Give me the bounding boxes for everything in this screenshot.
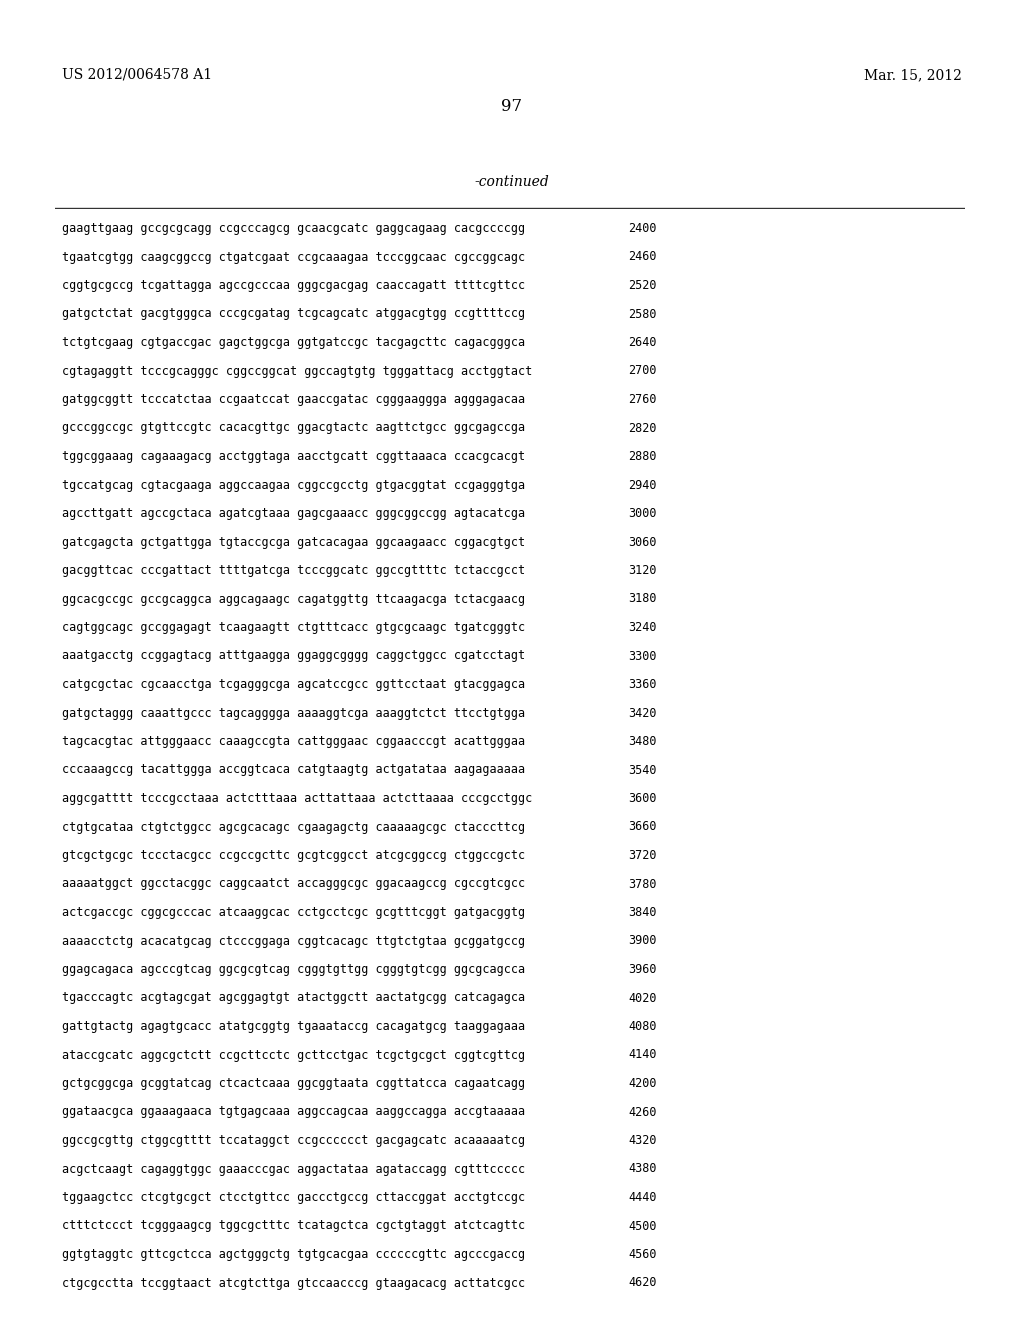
Text: 4200: 4200 xyxy=(628,1077,656,1090)
Text: gattgtactg agagtgcacc atatgcggtg tgaaataccg cacagatgcg taaggagaaa: gattgtactg agagtgcacc atatgcggtg tgaaata… xyxy=(62,1020,525,1034)
Text: 2700: 2700 xyxy=(628,364,656,378)
Text: ggccgcgttg ctggcgtttt tccataggct ccgcccccct gacgagcatc acaaaaatcg: ggccgcgttg ctggcgtttt tccataggct ccgcccc… xyxy=(62,1134,525,1147)
Text: Mar. 15, 2012: Mar. 15, 2012 xyxy=(864,69,962,82)
Text: ataccgcatc aggcgctctt ccgcttcctc gcttcctgac tcgctgcgct cggtcgttcg: ataccgcatc aggcgctctt ccgcttcctc gcttcct… xyxy=(62,1048,525,1061)
Text: tgacccagtc acgtagcgat agcggagtgt atactggctt aactatgcgg catcagagca: tgacccagtc acgtagcgat agcggagtgt atactgg… xyxy=(62,991,525,1005)
Text: aaaaatggct ggcctacggc caggcaatct accagggcgc ggacaagccg cgccgtcgcc: aaaaatggct ggcctacggc caggcaatct accaggg… xyxy=(62,878,525,891)
Text: 4320: 4320 xyxy=(628,1134,656,1147)
Text: 4080: 4080 xyxy=(628,1020,656,1034)
Text: 3300: 3300 xyxy=(628,649,656,663)
Text: 2940: 2940 xyxy=(628,479,656,491)
Text: 2640: 2640 xyxy=(628,337,656,348)
Text: aggcgatttt tcccgcctaaa actctttaaa acttattaaa actcttaaaa cccgcctggc: aggcgatttt tcccgcctaaa actctttaaa acttat… xyxy=(62,792,532,805)
Text: 97: 97 xyxy=(502,98,522,115)
Text: actcgaccgc cggcgcccac atcaaggcac cctgcctcgc gcgtttcggt gatgacggtg: actcgaccgc cggcgcccac atcaaggcac cctgcct… xyxy=(62,906,525,919)
Text: 2820: 2820 xyxy=(628,421,656,434)
Text: 3060: 3060 xyxy=(628,536,656,549)
Text: 2580: 2580 xyxy=(628,308,656,321)
Text: cggtgcgccg tcgattagga agccgcccaa gggcgacgag caaccagatt ttttcgttcc: cggtgcgccg tcgattagga agccgcccaa gggcgac… xyxy=(62,279,525,292)
Text: gtcgctgcgc tccctacgcc ccgccgcttc gcgtcggcct atcgcggccg ctggccgctc: gtcgctgcgc tccctacgcc ccgccgcttc gcgtcgg… xyxy=(62,849,525,862)
Text: gatggcggtt tcccatctaa ccgaatccat gaaccgatac cgggaaggga agggagacaa: gatggcggtt tcccatctaa ccgaatccat gaaccga… xyxy=(62,393,525,407)
Text: 3420: 3420 xyxy=(628,706,656,719)
Text: 3600: 3600 xyxy=(628,792,656,805)
Text: 3240: 3240 xyxy=(628,620,656,634)
Text: aaaacctctg acacatgcag ctcccggaga cggtcacagc ttgtctgtaa gcggatgccg: aaaacctctg acacatgcag ctcccggaga cggtcac… xyxy=(62,935,525,948)
Text: cagtggcagc gccggagagt tcaagaagtt ctgtttcacc gtgcgcaagc tgatcgggtc: cagtggcagc gccggagagt tcaagaagtt ctgtttc… xyxy=(62,620,525,634)
Text: US 2012/0064578 A1: US 2012/0064578 A1 xyxy=(62,69,212,82)
Text: 2520: 2520 xyxy=(628,279,656,292)
Text: 4140: 4140 xyxy=(628,1048,656,1061)
Text: acgctcaagt cagaggtggc gaaacccgac aggactataa agataccagg cgtttccccc: acgctcaagt cagaggtggc gaaacccgac aggacta… xyxy=(62,1163,525,1176)
Text: 2460: 2460 xyxy=(628,251,656,264)
Text: 2760: 2760 xyxy=(628,393,656,407)
Text: ggtgtaggtc gttcgctcca agctgggctg tgtgcacgaa ccccccgttc agcccgaccg: ggtgtaggtc gttcgctcca agctgggctg tgtgcac… xyxy=(62,1247,525,1261)
Text: gacggttcac cccgattact ttttgatcga tcccggcatc ggccgttttc tctaccgcct: gacggttcac cccgattact ttttgatcga tcccggc… xyxy=(62,564,525,577)
Text: 3000: 3000 xyxy=(628,507,656,520)
Text: 4260: 4260 xyxy=(628,1106,656,1118)
Text: ctgcgcctta tccggtaact atcgtcttga gtccaacccg gtaagacacg acttatcgcc: ctgcgcctta tccggtaact atcgtcttga gtccaac… xyxy=(62,1276,525,1290)
Text: aaatgacctg ccggagtacg atttgaagga ggaggcgggg caggctggcc cgatcctagt: aaatgacctg ccggagtacg atttgaagga ggaggcg… xyxy=(62,649,525,663)
Text: 2880: 2880 xyxy=(628,450,656,463)
Text: 4560: 4560 xyxy=(628,1247,656,1261)
Text: gctgcggcga gcggtatcag ctcactcaaa ggcggtaata cggttatcca cagaatcagg: gctgcggcga gcggtatcag ctcactcaaa ggcggta… xyxy=(62,1077,525,1090)
Text: tctgtcgaag cgtgaccgac gagctggcga ggtgatccgc tacgagcttc cagacgggca: tctgtcgaag cgtgaccgac gagctggcga ggtgatc… xyxy=(62,337,525,348)
Text: -continued: -continued xyxy=(475,176,549,189)
Text: 3120: 3120 xyxy=(628,564,656,577)
Text: catgcgctac cgcaacctga tcgagggcga agcatccgcc ggttcctaat gtacggagca: catgcgctac cgcaacctga tcgagggcga agcatcc… xyxy=(62,678,525,690)
Text: 3540: 3540 xyxy=(628,763,656,776)
Text: 3480: 3480 xyxy=(628,735,656,748)
Text: tggcggaaag cagaaagacg acctggtaga aacctgcatt cggttaaaca ccacgcacgt: tggcggaaag cagaaagacg acctggtaga aacctgc… xyxy=(62,450,525,463)
Text: 3660: 3660 xyxy=(628,821,656,833)
Text: 3180: 3180 xyxy=(628,593,656,606)
Text: agccttgatt agccgctaca agatcgtaaa gagcgaaacc gggcggccgg agtacatcga: agccttgatt agccgctaca agatcgtaaa gagcgaa… xyxy=(62,507,525,520)
Text: gatgctaggg caaattgccc tagcagggga aaaaggtcga aaaggtctct ttcctgtgga: gatgctaggg caaattgccc tagcagggga aaaaggt… xyxy=(62,706,525,719)
Text: 2400: 2400 xyxy=(628,222,656,235)
Text: ggataacgca ggaaagaaca tgtgagcaaa aggccagcaa aaggccagga accgtaaaaa: ggataacgca ggaaagaaca tgtgagcaaa aggccag… xyxy=(62,1106,525,1118)
Text: ctgtgcataa ctgtctggcc agcgcacagc cgaagagctg caaaaagcgc ctacccttcg: ctgtgcataa ctgtctggcc agcgcacagc cgaagag… xyxy=(62,821,525,833)
Text: ggagcagaca agcccgtcag ggcgcgtcag cgggtgttgg cgggtgtcgg ggcgcagcca: ggagcagaca agcccgtcag ggcgcgtcag cgggtgt… xyxy=(62,964,525,975)
Text: cccaaagccg tacattggga accggtcaca catgtaagtg actgatataa aagagaaaaa: cccaaagccg tacattggga accggtcaca catgtaa… xyxy=(62,763,525,776)
Text: gatgctctat gacgtgggca cccgcgatag tcgcagcatc atggacgtgg ccgttttccg: gatgctctat gacgtgggca cccgcgatag tcgcagc… xyxy=(62,308,525,321)
Text: gaagttgaag gccgcgcagg ccgcccagcg gcaacgcatc gaggcagaag cacgccccgg: gaagttgaag gccgcgcagg ccgcccagcg gcaacgc… xyxy=(62,222,525,235)
Text: 4440: 4440 xyxy=(628,1191,656,1204)
Text: 3720: 3720 xyxy=(628,849,656,862)
Text: 3780: 3780 xyxy=(628,878,656,891)
Text: gcccggccgc gtgttccgtc cacacgttgc ggacgtactc aagttctgcc ggcgagccga: gcccggccgc gtgttccgtc cacacgttgc ggacgta… xyxy=(62,421,525,434)
Text: 3960: 3960 xyxy=(628,964,656,975)
Text: 3840: 3840 xyxy=(628,906,656,919)
Text: 3360: 3360 xyxy=(628,678,656,690)
Text: 4020: 4020 xyxy=(628,991,656,1005)
Text: 4380: 4380 xyxy=(628,1163,656,1176)
Text: cgtagaggtt tcccgcagggc cggccggcat ggccagtgtg tgggattacg acctggtact: cgtagaggtt tcccgcagggc cggccggcat ggccag… xyxy=(62,364,532,378)
Text: ctttctccct tcgggaagcg tggcgctttc tcatagctca cgctgtaggt atctcagttc: ctttctccct tcgggaagcg tggcgctttc tcatagc… xyxy=(62,1220,525,1233)
Text: 4500: 4500 xyxy=(628,1220,656,1233)
Text: tagcacgtac attgggaacc caaagccgta cattgggaac cggaacccgt acattgggaa: tagcacgtac attgggaacc caaagccgta cattggg… xyxy=(62,735,525,748)
Text: 3900: 3900 xyxy=(628,935,656,948)
Text: tgccatgcag cgtacgaaga aggccaagaa cggccgcctg gtgacggtat ccgagggtga: tgccatgcag cgtacgaaga aggccaagaa cggccgc… xyxy=(62,479,525,491)
Text: 4620: 4620 xyxy=(628,1276,656,1290)
Text: gatcgagcta gctgattgga tgtaccgcga gatcacagaa ggcaagaacc cggacgtgct: gatcgagcta gctgattgga tgtaccgcga gatcaca… xyxy=(62,536,525,549)
Text: tgaatcgtgg caagcggccg ctgatcgaat ccgcaaagaa tcccggcaac cgccggcagc: tgaatcgtgg caagcggccg ctgatcgaat ccgcaaa… xyxy=(62,251,525,264)
Text: ggcacgccgc gccgcaggca aggcagaagc cagatggttg ttcaagacga tctacgaacg: ggcacgccgc gccgcaggca aggcagaagc cagatgg… xyxy=(62,593,525,606)
Text: tggaagctcc ctcgtgcgct ctcctgttcc gaccctgccg cttaccggat acctgtccgc: tggaagctcc ctcgtgcgct ctcctgttcc gaccctg… xyxy=(62,1191,525,1204)
